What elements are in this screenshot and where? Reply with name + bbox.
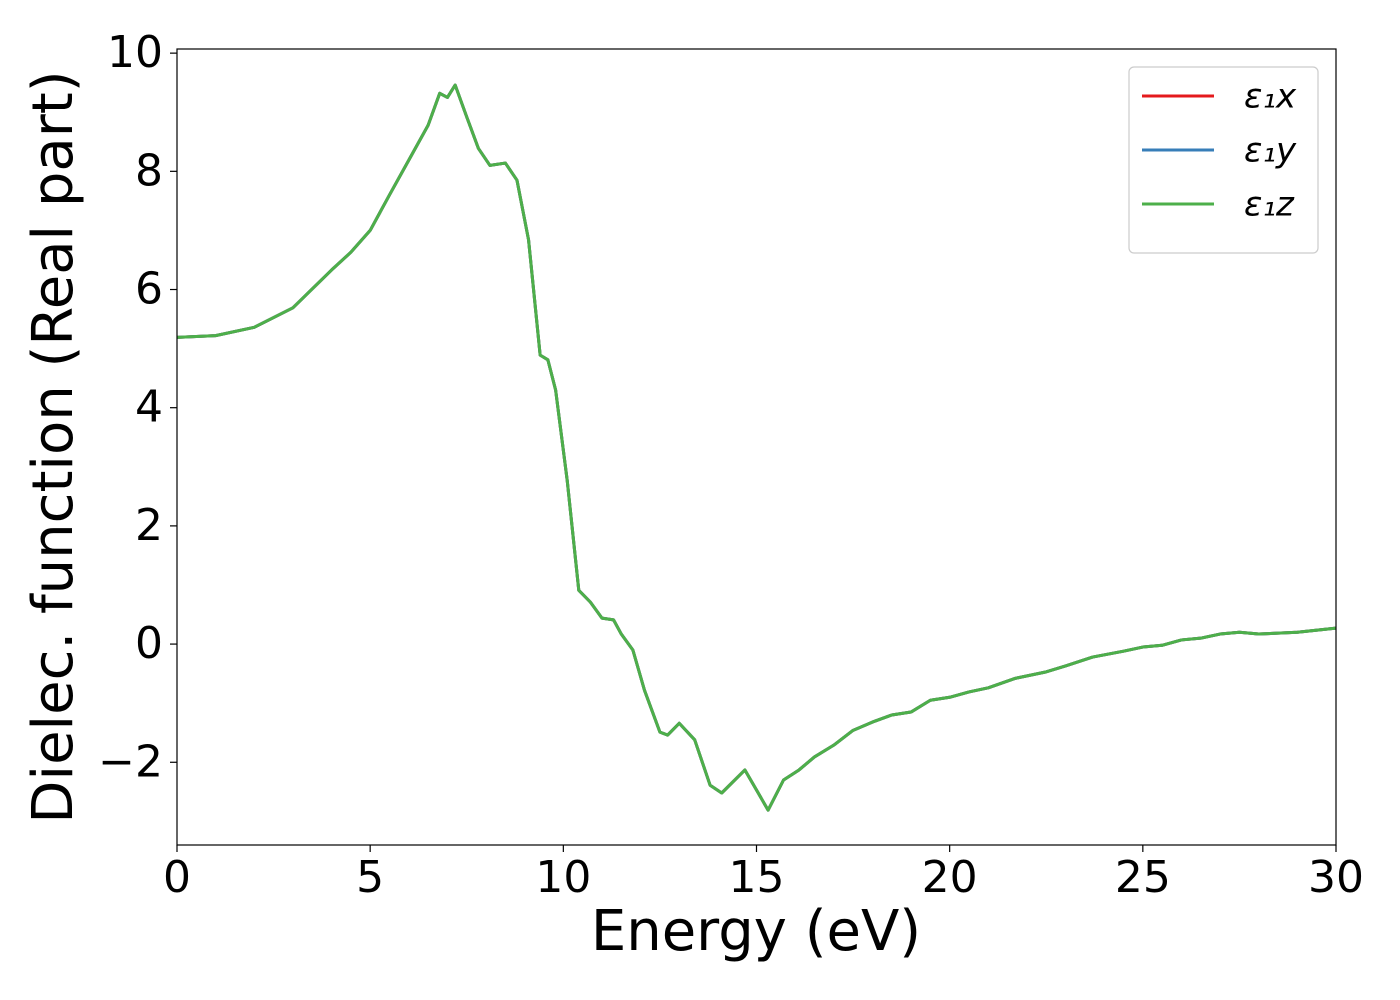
y-tick-label: 0 — [135, 618, 163, 669]
legend-box — [1128, 66, 1319, 254]
series-line — [176, 83, 1337, 812]
x-tick-label: 25 — [1115, 852, 1171, 903]
y-tick-label: 8 — [135, 145, 163, 196]
legend-label: ε₁x — [1244, 77, 1297, 117]
x-tick-label: 0 — [163, 852, 191, 903]
y-tick-label: 10 — [107, 27, 163, 78]
x-tick-label: 20 — [922, 852, 978, 903]
plot-frame — [176, 48, 1337, 846]
y-tick-label: 4 — [135, 382, 163, 433]
legend-label: ε₁z — [1244, 185, 1295, 225]
y-tick-label: 2 — [135, 500, 163, 551]
y-tick-label: −2 — [98, 736, 163, 787]
y-axis-label: Dielec. function (Real part) — [21, 70, 86, 823]
legend-label: ε₁y — [1244, 131, 1297, 171]
x-tick-label: 5 — [356, 852, 384, 903]
y-tick-label: 6 — [135, 264, 163, 315]
x-tick-label: 10 — [535, 852, 591, 903]
x-tick-label: 15 — [729, 852, 785, 903]
x-axis-label: Energy (eV) — [591, 899, 921, 964]
x-tick-label: 30 — [1308, 852, 1364, 903]
legend: ε₁x ε₁y ε₁z — [1128, 66, 1319, 254]
